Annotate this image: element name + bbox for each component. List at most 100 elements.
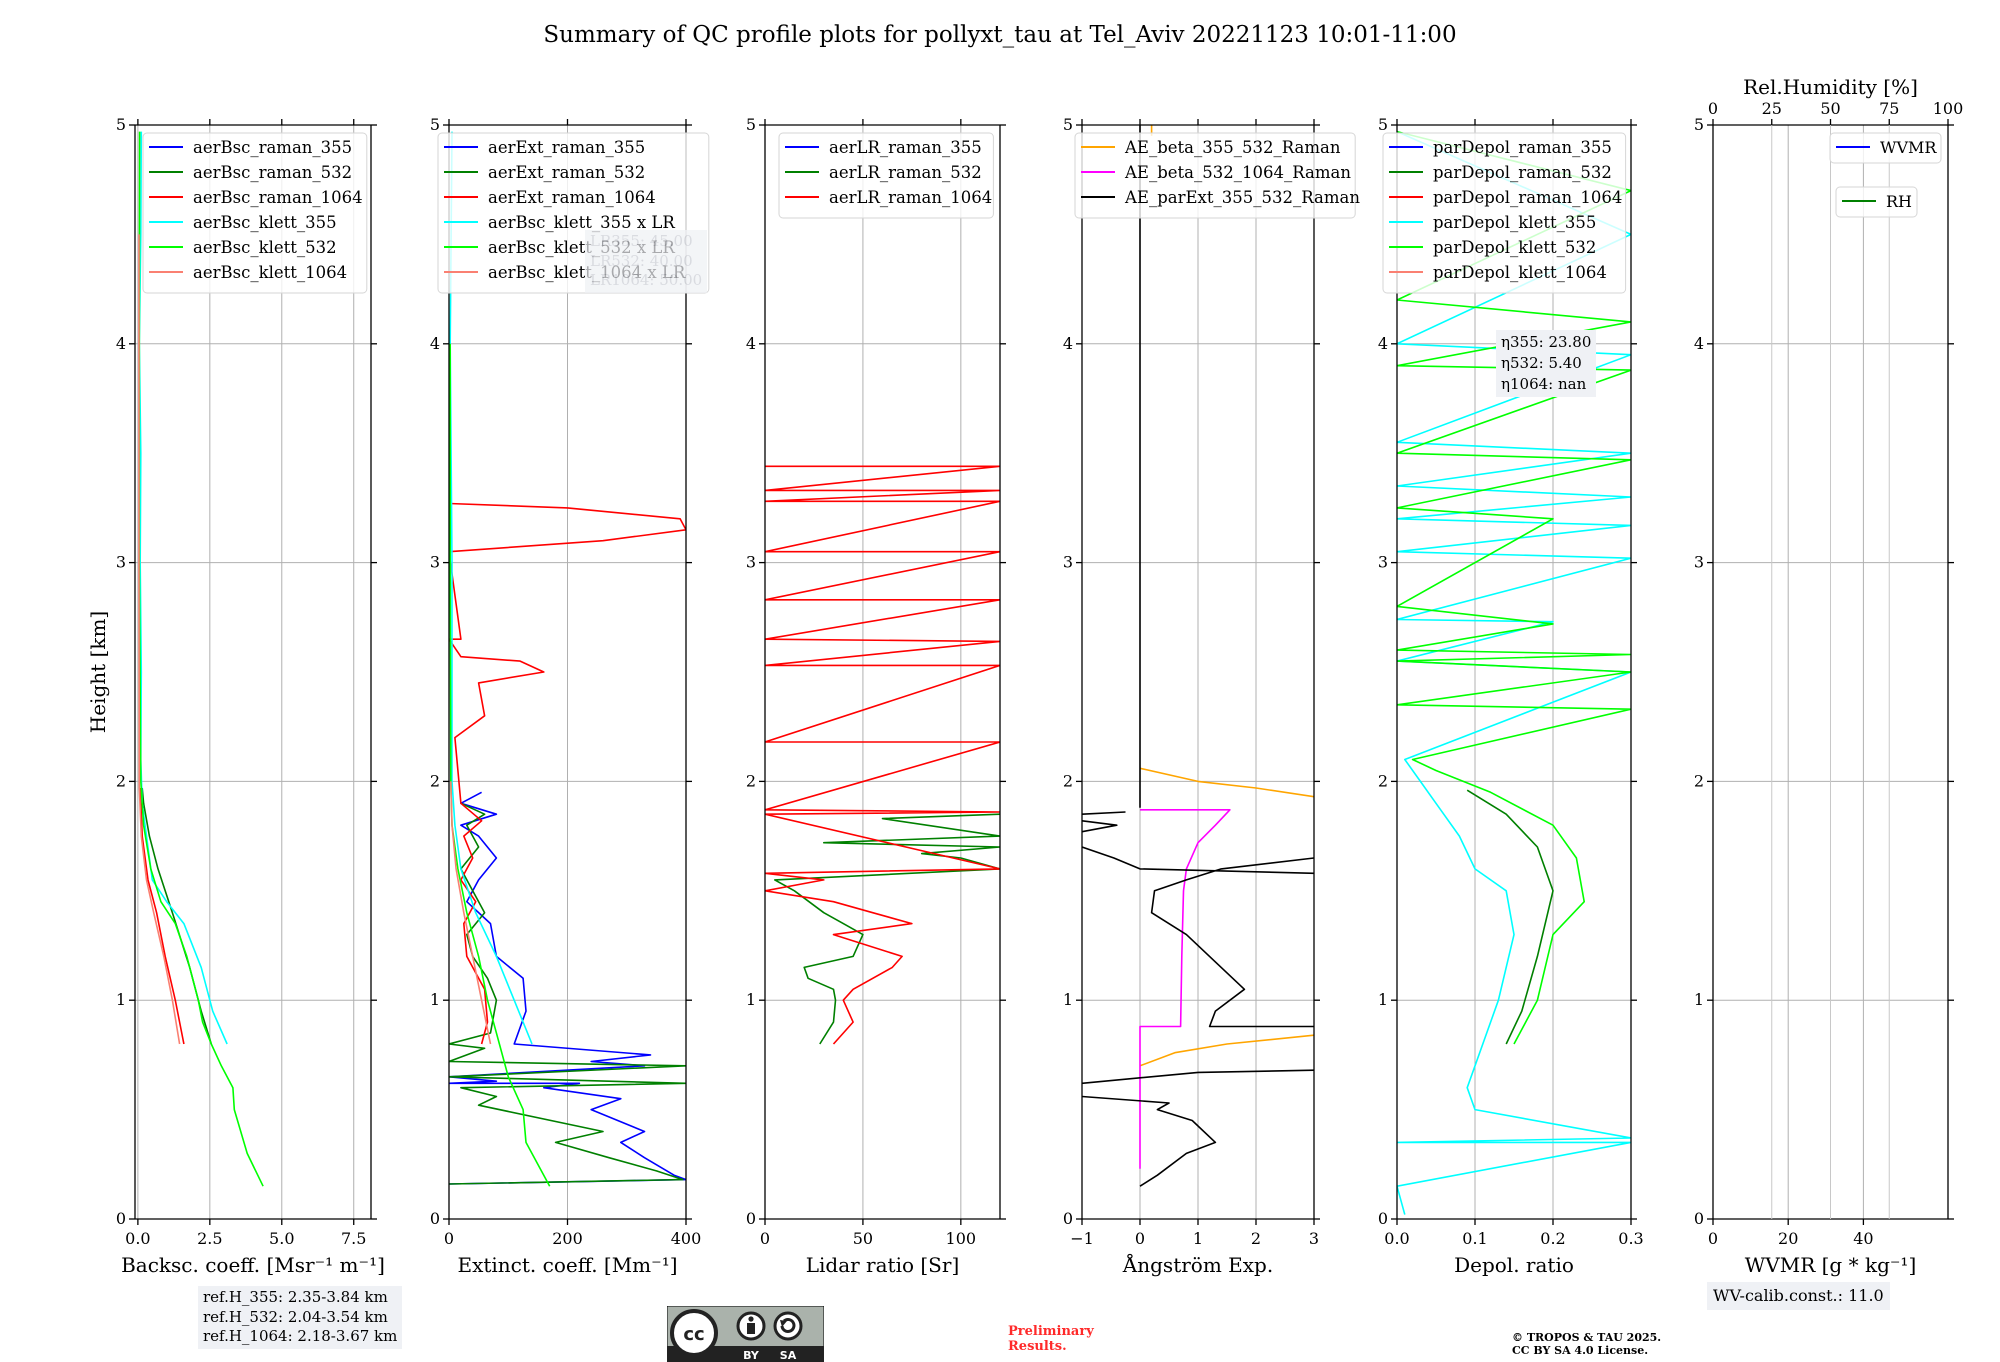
series-group (449, 131, 686, 1187)
panel-depolarization: 0.0 0.1 0.2 0.3 0 1 2 3 4 5 Depol. ratio parDepol_r… (1378, 115, 1644, 1277)
cc-icon (670, 1309, 718, 1357)
y-tick-label: 1 (1694, 990, 1704, 1009)
panel-backscatter: 0.0 2.5 5.0 7.5 0 1 2 3 4 5 Backsc. coeff. [Msr⁻¹ … (86, 115, 385, 1277)
copyright-line-2: CC BY SA 4.0 License. (1512, 1344, 1649, 1357)
y-tick-label: 4 (746, 334, 756, 353)
legend-label: AE_parExt_355_532_Raman (1124, 188, 1360, 207)
legend-label: aerBsc_raman_355 (193, 138, 352, 157)
legend-box (1382, 132, 1627, 294)
series-aerExt_raman_355 (449, 791, 686, 1185)
y-tick-label: 3 (430, 553, 440, 572)
x-tick-label: 40 (1853, 1229, 1873, 1248)
series-aerExt_raman_532 (449, 802, 686, 1185)
y-tick-label: 3 (116, 553, 126, 572)
legend-label: RH (1886, 192, 1912, 211)
reference-height-box: ref.H_355: 2.35-3.84 km ref.H_532: 2.04-… (198, 1286, 403, 1349)
x-tick-label: 0 (1708, 1229, 1718, 1248)
top-x-tick-label: 75 (1879, 99, 1899, 118)
series-aerBsc_raman_1064 (139, 787, 185, 1045)
legend-box (778, 132, 994, 219)
x-tick-label: 0.0 (125, 1229, 150, 1248)
series-aerBsc_klett_532 x LR (449, 343, 551, 1187)
y-tick-label: 5 (1063, 115, 1073, 134)
x-tick-label: 0.2 (1540, 1229, 1565, 1248)
y-tick-label: 5 (1378, 115, 1388, 134)
series-group (1082, 125, 1314, 1187)
lr-532: LR532: 40.00 (590, 251, 693, 270)
legend-label: parDepol_klett_532 (1433, 238, 1596, 257)
lr-1064: LR1064: 50.00 (590, 271, 703, 289)
series-aerBsc_klett_1064 x LR (450, 781, 492, 1045)
legend-box (142, 132, 368, 294)
x-axis-label: Ångström Exp. (1122, 1252, 1273, 1277)
y-tick-label: 2 (746, 771, 756, 790)
y-tick-label: 1 (116, 990, 126, 1009)
x-axis-label: Depol. ratio (1454, 1253, 1574, 1277)
legend: aerLR_raman_355 aerLR_raman_532 aerLR_rama… (778, 132, 994, 219)
y-tick-label: 4 (1378, 334, 1388, 353)
y-tick-label: 2 (1378, 771, 1388, 790)
y-tick-label: 5 (430, 115, 440, 134)
series-aerExt_raman_1064 (449, 502, 686, 1045)
y-tick-label: 1 (746, 990, 756, 1009)
cc-license-badge: cc BY SA (667, 1306, 824, 1362)
x-axis-label: Lidar ratio [Sr] (806, 1253, 960, 1277)
series-parDepol_klett_532 (1397, 130, 1631, 1045)
x-tick-label: 7.5 (341, 1229, 366, 1248)
series-AE_beta_532_1064_Raman (1139, 809, 1231, 1169)
legend: AE_beta_355_532_Raman AE_beta_532_1064_Ra… (1074, 132, 1360, 219)
legend-label: AE_beta_355_532_Raman (1124, 138, 1341, 157)
x-tick-label: 200 (552, 1229, 583, 1248)
copyright-line-1: © TROPOS & TAU 2025. (1512, 1331, 1662, 1344)
x-tick-label: −1 (1070, 1229, 1094, 1248)
legend-label: aerBsc_klett_355 x LR (488, 213, 675, 232)
x-tick-label: 100 (946, 1229, 977, 1248)
legend: parDepol_raman_355 parDepol_raman_532 parD… (1382, 132, 1627, 294)
y-tick-label: 2 (116, 771, 126, 790)
eta-355: η355: 23.80 (1501, 333, 1592, 351)
x-tick-label: 50 (853, 1229, 873, 1248)
legend-label: aerBsc_klett_1064 (193, 263, 347, 282)
legend-RH: RH (1835, 186, 1918, 218)
y-tick-label: 0 (1378, 1209, 1388, 1228)
wv-calib-box: WV-calib.const.: 11.0 (1707, 1282, 1890, 1310)
y-tick-label: 5 (746, 115, 756, 134)
y-tick-label: 0 (430, 1209, 440, 1228)
x-tick-label: 2 (1251, 1229, 1261, 1248)
legend-label: parDepol_klett_355 (1433, 213, 1596, 232)
sa-share-icon (773, 1311, 803, 1341)
x-tick-label: 0 (1135, 1229, 1145, 1248)
y-tick-label: 4 (1694, 334, 1704, 353)
legend-box (1074, 132, 1356, 219)
legend-label: WVMR (1880, 138, 1937, 157)
series-aerLR_raman_532 (774, 813, 1000, 1045)
y-tick-label: 2 (1694, 771, 1704, 790)
series-aerLR_raman_1064 (765, 465, 1000, 1045)
x-tick-label: 2.5 (197, 1229, 222, 1248)
legend-label: aerBsc_raman_532 (193, 163, 352, 182)
y-tick-label: 3 (746, 553, 756, 572)
eta-532: η532: 5.40 (1501, 354, 1582, 372)
y-tick-label: 3 (1063, 553, 1073, 572)
y-tick-label: 0 (116, 1209, 126, 1228)
y-tick-label: 1 (1063, 990, 1073, 1009)
y-tick-label: 2 (1063, 771, 1073, 790)
y-tick-label: 4 (1063, 334, 1073, 353)
x-tick-label: 20 (1778, 1229, 1798, 1248)
x-tick-label: 400 (671, 1229, 702, 1248)
top-x-tick-label: 100 (1933, 99, 1964, 118)
series-group (765, 465, 1000, 1045)
top-x-tick-label: 50 (1820, 99, 1840, 118)
series-group (1397, 130, 1631, 1215)
ref-height-355: ref.H_355: 2.35-3.84 km (203, 1288, 388, 1306)
legend-box (1835, 186, 1918, 218)
sa-label: SA (780, 1349, 797, 1362)
legend-label: aerLR_raman_532 (829, 163, 982, 182)
by-label: BY (743, 1349, 760, 1362)
preliminary-results-note: Preliminary Results. (1008, 1324, 1094, 1354)
top-x-tick-label: 25 (1762, 99, 1782, 118)
x-tick-label: 0 (760, 1229, 770, 1248)
